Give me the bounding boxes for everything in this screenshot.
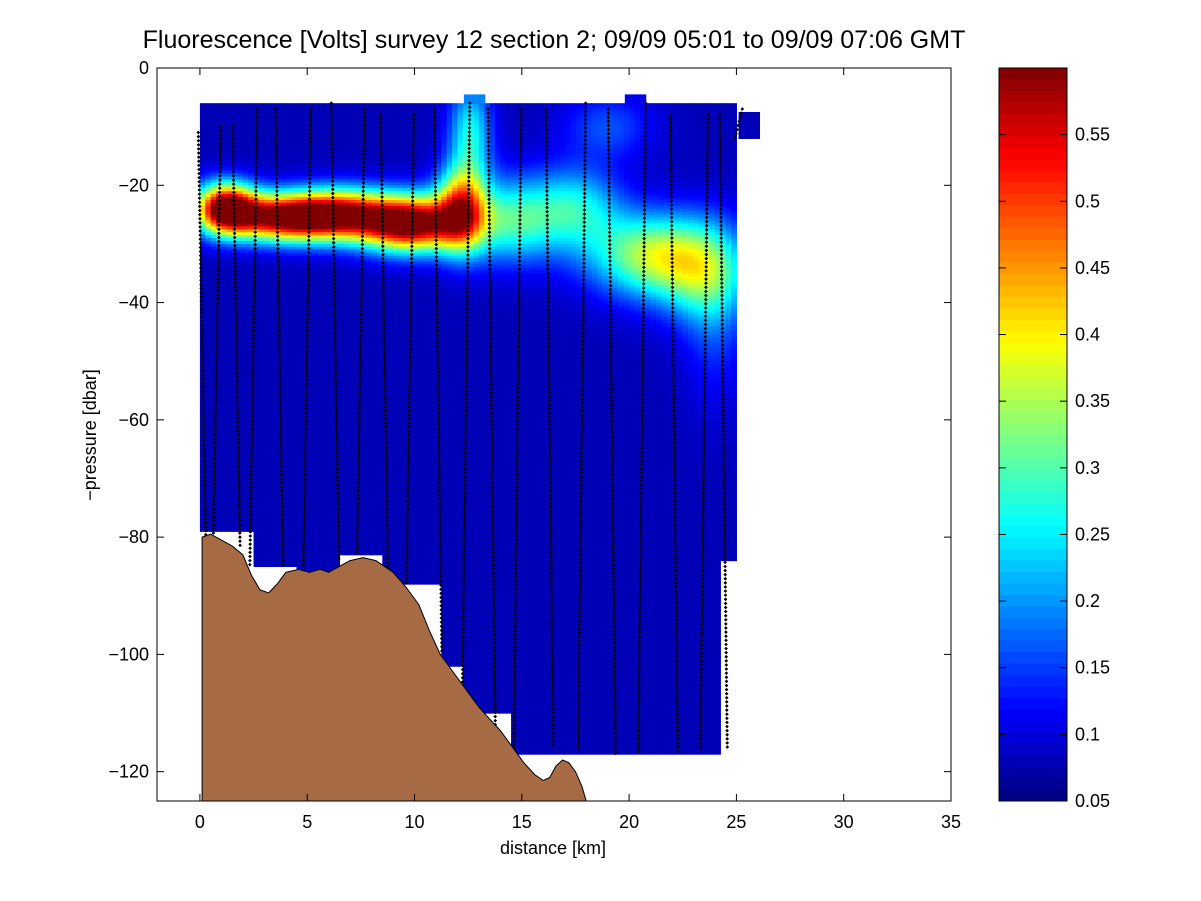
heatmap-cell: [232, 528, 238, 532]
heatmap-cell: [216, 528, 222, 532]
heatmap-cell: [291, 564, 297, 568]
heatmap-cell: [366, 552, 372, 556]
heatmap-cell: [350, 552, 356, 556]
heatmap-cell: [259, 564, 265, 568]
figure: Fluorescence [Volts] survey 12 section 2…: [0, 0, 1201, 901]
heatmap-cell: [243, 528, 249, 532]
heatmap-cell: [286, 564, 292, 568]
heatmap-cell: [345, 552, 351, 556]
heatmap-cell: [254, 564, 260, 568]
heatmap-cell: [361, 552, 367, 556]
heatmap-cell: [270, 564, 276, 568]
plot-area: 0 5 10 15 20 25 30 35 0−20−40−60−80−100−120: [108, 58, 961, 832]
heatmap-cell: [227, 528, 233, 532]
heatmap-cell: [264, 564, 270, 568]
heatmap-cell: [221, 528, 227, 532]
chart-title: Fluorescence [Volts] survey 12 section 2…: [143, 26, 966, 54]
heatmap-cell: [275, 564, 281, 568]
